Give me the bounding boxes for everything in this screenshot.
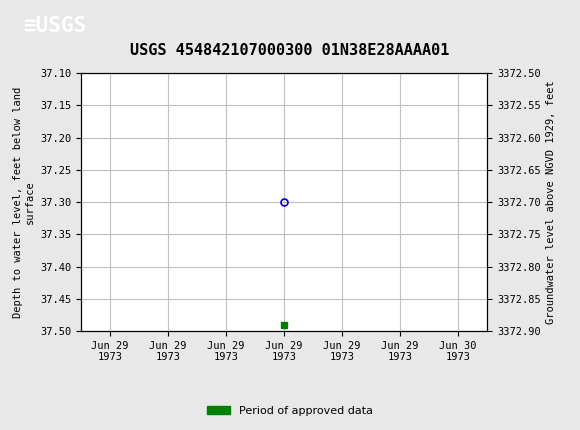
Y-axis label: Depth to water level, feet below land
surface: Depth to water level, feet below land su… bbox=[13, 86, 35, 318]
Y-axis label: Groundwater level above NGVD 1929, feet: Groundwater level above NGVD 1929, feet bbox=[546, 80, 556, 324]
Text: ≡USGS: ≡USGS bbox=[23, 16, 86, 36]
Text: USGS 454842107000300 01N38E28AAAA01: USGS 454842107000300 01N38E28AAAA01 bbox=[130, 43, 450, 58]
Legend: Period of approved data: Period of approved data bbox=[203, 401, 377, 420]
